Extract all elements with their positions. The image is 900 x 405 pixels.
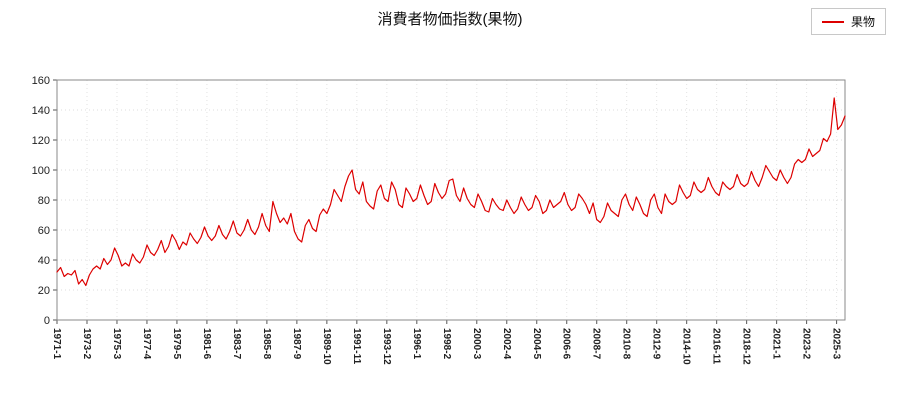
legend-label: 果物 xyxy=(850,15,875,29)
svg-text:2010-8: 2010-8 xyxy=(621,328,632,360)
svg-text:2023-2: 2023-2 xyxy=(801,328,812,360)
svg-text:2006-6: 2006-6 xyxy=(561,328,572,360)
svg-text:1979-5: 1979-5 xyxy=(171,328,182,360)
svg-text:1991-11: 1991-11 xyxy=(351,328,362,365)
svg-text:1981-6: 1981-6 xyxy=(201,328,212,360)
svg-text:2002-4: 2002-4 xyxy=(501,328,512,360)
svg-text:140: 140 xyxy=(32,105,50,117)
svg-text:80: 80 xyxy=(38,195,50,207)
svg-text:2000-3: 2000-3 xyxy=(471,328,482,360)
svg-text:2008-7: 2008-7 xyxy=(591,328,602,360)
svg-text:20: 20 xyxy=(38,285,50,297)
svg-text:120: 120 xyxy=(32,135,50,147)
svg-text:2025-3: 2025-3 xyxy=(831,328,842,360)
svg-text:1989-10: 1989-10 xyxy=(321,328,332,365)
svg-text:160: 160 xyxy=(32,75,50,87)
cpi-line-chart-svg: 0 20 40 60 80 100 120 140 160 1971-1 1973-2 1975-3 1… xyxy=(32,75,846,365)
svg-text:2016-11: 2016-11 xyxy=(711,328,722,365)
svg-text:1973-2: 1973-2 xyxy=(81,328,92,360)
svg-text:1987-9: 1987-9 xyxy=(291,328,302,360)
svg-text:60: 60 xyxy=(38,225,50,237)
svg-text:1993-12: 1993-12 xyxy=(381,328,392,365)
svg-text:100: 100 xyxy=(32,165,50,177)
svg-text:1983-7: 1983-7 xyxy=(231,328,242,360)
svg-text:1985-8: 1985-8 xyxy=(261,328,272,360)
legend: 果物 xyxy=(810,8,886,35)
svg-text:2012-9: 2012-9 xyxy=(651,328,662,360)
chart-title: 消費者物価指数(果物) xyxy=(377,11,523,28)
svg-text:40: 40 xyxy=(38,255,50,267)
svg-text:2014-10: 2014-10 xyxy=(681,328,692,365)
svg-text:1996-1: 1996-1 xyxy=(411,328,422,360)
svg-text:2004-5: 2004-5 xyxy=(531,328,542,360)
svg-text:1977-4: 1977-4 xyxy=(141,328,152,360)
svg-text:1998-2: 1998-2 xyxy=(441,328,452,360)
svg-text:1975-3: 1975-3 xyxy=(111,328,122,360)
line-chart: 0 20 40 60 80 100 120 140 160 1971-1 1973-2 1975-3 1… xyxy=(0,40,900,405)
svg-text:1971-1: 1971-1 xyxy=(51,328,62,360)
svg-text:2018-12: 2018-12 xyxy=(741,328,752,365)
svg-text:0: 0 xyxy=(44,315,50,327)
legend-line-icon xyxy=(821,20,844,23)
svg-text:2021-1: 2021-1 xyxy=(771,328,782,360)
